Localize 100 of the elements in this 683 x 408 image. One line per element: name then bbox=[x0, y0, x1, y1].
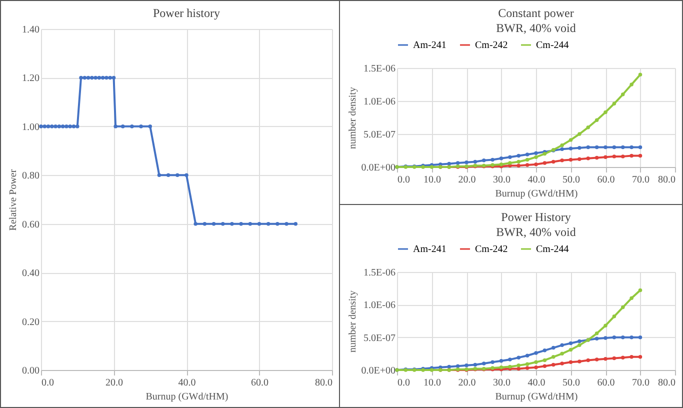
point bbox=[604, 324, 608, 328]
x-axis-title: Burnup (GWd/tHM) bbox=[495, 392, 578, 402]
point bbox=[604, 336, 608, 340]
point bbox=[586, 156, 590, 160]
x-tick-label: 60.0 bbox=[251, 378, 268, 388]
point bbox=[621, 92, 625, 96]
point bbox=[630, 145, 634, 150]
y-tick-label: 0.0E+00 bbox=[361, 162, 396, 174]
x-tick-label: 40.0 bbox=[528, 378, 546, 388]
legend-label: Cm-244 bbox=[536, 40, 569, 51]
point bbox=[560, 362, 564, 366]
point bbox=[54, 124, 58, 128]
point bbox=[72, 124, 76, 128]
point bbox=[552, 355, 556, 359]
chart-title: Power history bbox=[153, 6, 220, 20]
point bbox=[516, 356, 520, 360]
point bbox=[525, 354, 530, 358]
point bbox=[516, 154, 520, 158]
point bbox=[221, 222, 225, 226]
point bbox=[594, 118, 599, 122]
point bbox=[621, 305, 625, 310]
point bbox=[94, 76, 98, 80]
point bbox=[578, 339, 582, 344]
x-tick-label: 60.0 bbox=[597, 378, 615, 388]
point bbox=[552, 160, 556, 164]
x-tick-label: 10.0 bbox=[424, 174, 441, 186]
y-tick-label: 1.5E-06 bbox=[364, 268, 396, 278]
point bbox=[508, 155, 512, 159]
point bbox=[594, 358, 599, 362]
point bbox=[64, 124, 68, 128]
point bbox=[68, 124, 72, 128]
point bbox=[630, 355, 634, 359]
x-tick-label: 70.0 bbox=[632, 174, 650, 186]
point bbox=[621, 145, 625, 150]
point bbox=[534, 162, 538, 166]
point bbox=[638, 72, 642, 76]
point bbox=[104, 76, 108, 80]
point bbox=[552, 346, 556, 350]
point bbox=[560, 158, 564, 162]
point bbox=[594, 156, 599, 160]
point bbox=[630, 154, 634, 158]
point bbox=[621, 154, 625, 158]
point bbox=[604, 145, 608, 150]
point bbox=[490, 158, 494, 162]
x-tick-label: 10.0 bbox=[424, 378, 441, 388]
point bbox=[82, 76, 87, 80]
x-axis-title: Burnup (GWd/tHM) bbox=[146, 392, 228, 402]
point bbox=[294, 222, 298, 226]
y-tick-label: 1.20 bbox=[22, 73, 40, 84]
point bbox=[482, 158, 486, 162]
legend-label: Cm-244 bbox=[536, 244, 569, 255]
point bbox=[552, 362, 556, 367]
point bbox=[568, 138, 573, 142]
point bbox=[447, 364, 451, 369]
point bbox=[76, 124, 80, 128]
point bbox=[630, 296, 634, 300]
point bbox=[638, 288, 642, 292]
point bbox=[604, 110, 608, 114]
point bbox=[86, 76, 90, 80]
x-tick-label: 30.0 bbox=[493, 378, 510, 388]
y-tick-label: 0.60 bbox=[22, 219, 40, 230]
point bbox=[542, 358, 547, 362]
point bbox=[568, 360, 573, 364]
point bbox=[568, 341, 573, 346]
point bbox=[266, 222, 270, 226]
y-axis-title: number density bbox=[347, 290, 358, 352]
x-tick-label: 20.0 bbox=[106, 378, 123, 388]
point bbox=[276, 222, 280, 226]
point bbox=[148, 124, 152, 128]
point bbox=[578, 343, 582, 348]
point bbox=[114, 124, 118, 128]
point bbox=[594, 145, 599, 150]
y-tick-label: 0.40 bbox=[22, 268, 40, 280]
y-tick-label: 5.0E-07 bbox=[364, 130, 396, 140]
point bbox=[638, 355, 642, 359]
x-tick-label: 40.0 bbox=[528, 174, 546, 186]
point bbox=[120, 124, 125, 128]
point bbox=[130, 124, 134, 128]
point bbox=[604, 155, 608, 159]
point bbox=[534, 155, 538, 159]
point bbox=[248, 222, 252, 226]
chart-subtitle: BWR, 40% void bbox=[496, 21, 576, 35]
y-tick-label: 0.00 bbox=[22, 366, 40, 376]
point bbox=[638, 145, 642, 150]
y-tick-label: 0.0E+00 bbox=[361, 366, 396, 376]
point bbox=[202, 222, 207, 226]
chart-title: Power History bbox=[501, 210, 571, 224]
point bbox=[630, 82, 634, 86]
point bbox=[516, 366, 520, 371]
point bbox=[638, 154, 642, 158]
point bbox=[112, 76, 116, 80]
point bbox=[534, 366, 538, 370]
point bbox=[612, 154, 616, 158]
point bbox=[42, 124, 47, 128]
legend-label: Am-241 bbox=[413, 244, 446, 255]
legend-label: Am-241 bbox=[413, 40, 446, 51]
point bbox=[594, 332, 599, 336]
point bbox=[586, 126, 590, 130]
x-tick-label: 0.0 bbox=[42, 378, 54, 388]
point bbox=[499, 358, 504, 363]
